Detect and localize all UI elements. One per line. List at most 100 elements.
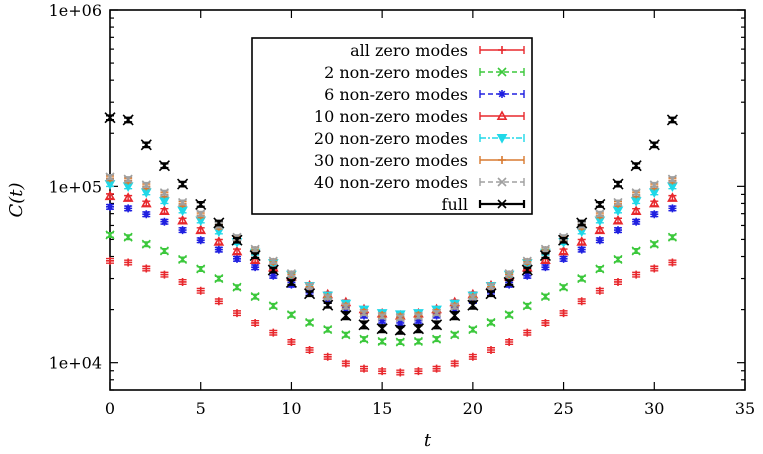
- plot-data: [104, 112, 678, 377]
- data-point: [648, 139, 660, 151]
- data-point: [595, 264, 605, 274]
- data-point: [432, 364, 441, 373]
- data-point: [576, 236, 588, 246]
- data-point: [340, 310, 352, 322]
- x-tick-label: 25: [553, 399, 573, 418]
- data-point: [341, 330, 351, 340]
- data-point: [432, 334, 442, 344]
- data-point: [467, 299, 479, 311]
- data-point: [214, 245, 223, 254]
- data-point: [521, 264, 533, 276]
- data-point: [142, 210, 151, 219]
- data-point: [268, 301, 278, 311]
- legend-label: 10 non-zero modes: [314, 107, 468, 126]
- data-point: [251, 263, 260, 272]
- data-point: [360, 364, 368, 373]
- data-point: [450, 302, 460, 312]
- data-point: [323, 325, 333, 335]
- legend-marker: [497, 199, 507, 209]
- data-point: [285, 276, 297, 289]
- data-point: [195, 224, 207, 235]
- data-point: [558, 234, 570, 246]
- legend-line-cap: [479, 178, 525, 186]
- legend-marker: [497, 67, 507, 77]
- data-point: [632, 217, 641, 226]
- data-point: [359, 308, 369, 318]
- x-tick-label: 30: [644, 399, 664, 418]
- data-point: [559, 309, 568, 318]
- plot-axes: 0 5 10 15 20 25 30 35 1e+04 1e+05 1e+06: [49, 1, 756, 418]
- data-point: [213, 217, 225, 229]
- data-point: [341, 359, 350, 368]
- data-point: [523, 271, 532, 280]
- legend-label: 2 non-zero modes: [324, 63, 468, 82]
- data-point: [540, 292, 550, 302]
- data-point: [614, 226, 622, 235]
- data-point: [178, 197, 188, 208]
- data-point: [231, 234, 243, 246]
- data-point: [631, 246, 641, 256]
- data-point: [667, 232, 677, 242]
- data-point: [523, 328, 532, 337]
- data-point: [632, 270, 641, 279]
- legend-line-cap: [479, 90, 525, 98]
- data-point: [577, 273, 587, 284]
- legend-line-cap: [478, 200, 526, 208]
- legend-label: 20 non-zero modes: [314, 129, 468, 148]
- data-point: [595, 209, 605, 219]
- data-point: [576, 217, 588, 229]
- data-point: [177, 178, 189, 190]
- data-point: [613, 197, 623, 208]
- data-point: [304, 288, 316, 300]
- series-0: [106, 256, 677, 377]
- data-point: [413, 311, 423, 321]
- data-point: [268, 256, 278, 266]
- data-point: [305, 281, 315, 291]
- data-point: [394, 324, 406, 336]
- x-axis-title: t: [424, 430, 432, 451]
- data-point: [485, 288, 497, 300]
- data-point: [178, 254, 188, 265]
- data-point: [630, 160, 642, 172]
- data-point: [196, 264, 206, 274]
- data-point: [594, 224, 606, 235]
- data-point: [341, 302, 351, 312]
- x-tick-label: 10: [281, 399, 301, 418]
- legend-line-cap: [479, 112, 525, 120]
- x-tick-label: 0: [105, 399, 115, 418]
- data-point: [106, 202, 114, 211]
- data-point: [305, 317, 315, 328]
- data-point: [250, 292, 260, 302]
- data-point: [359, 334, 369, 344]
- data-point: [231, 245, 243, 256]
- data-point: [249, 249, 261, 262]
- data-point: [631, 188, 641, 198]
- data-point: [450, 359, 459, 368]
- data-point: [160, 217, 169, 226]
- data-point: [396, 318, 405, 327]
- data-point: [594, 198, 606, 210]
- legend-line-cap: [479, 134, 525, 142]
- data-point: [539, 249, 551, 262]
- data-point: [267, 264, 279, 276]
- data-point: [122, 114, 134, 126]
- data-point: [668, 258, 677, 267]
- data-point: [158, 160, 170, 172]
- data-point: [413, 336, 423, 346]
- data-point: [649, 180, 659, 190]
- data-point: [376, 323, 388, 335]
- series-7: [104, 112, 678, 336]
- data-point: [468, 352, 477, 361]
- data-point: [395, 337, 405, 347]
- legend-marker: [498, 90, 506, 98]
- data-point: [559, 254, 568, 263]
- data-point: [269, 271, 278, 280]
- legend-frame: [251, 37, 533, 215]
- series-1: [105, 230, 677, 347]
- series-2: [106, 202, 677, 327]
- data-point: [286, 310, 296, 320]
- data-point: [286, 269, 296, 279]
- data-point: [558, 245, 569, 256]
- legend-label: full: [442, 195, 468, 214]
- data-point: [504, 310, 514, 320]
